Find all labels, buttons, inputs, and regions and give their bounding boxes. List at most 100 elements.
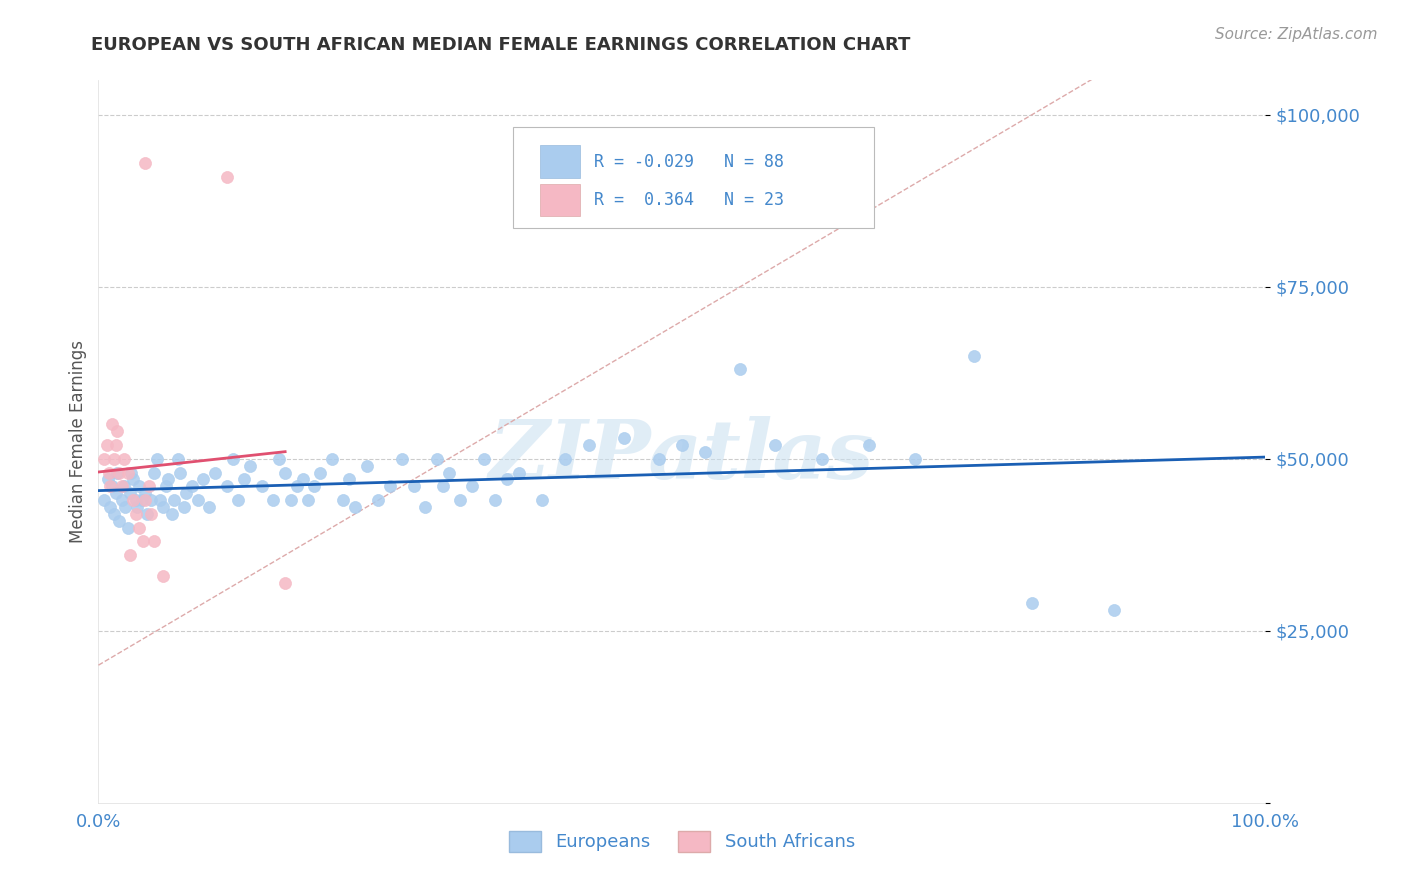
Point [101,417,124,432]
Point [291,472,314,486]
Point [496,472,519,486]
Point [112,451,135,466]
Point [262,493,284,508]
Point [962,349,984,363]
Point [578,438,600,452]
Point [613,431,636,445]
Point [117,520,139,534]
Point [356,458,378,473]
FancyBboxPatch shape [540,184,581,216]
Point [269,451,291,466]
Point [138,479,160,493]
Point [250,479,273,493]
Point [437,466,460,480]
Point [763,438,786,452]
Point [125,500,148,514]
Point [484,493,506,508]
Point [332,493,354,508]
Point [297,493,319,508]
Point [472,451,495,466]
Point [180,479,202,493]
Point [104,486,127,500]
Point [139,493,162,508]
Point [1102,603,1125,617]
Point [96,438,118,452]
Point [193,472,215,486]
Point [426,451,449,466]
Point [122,472,145,486]
Point [239,458,262,473]
Point [97,472,120,486]
Point [166,451,188,466]
Point [198,500,221,514]
Point [93,451,115,466]
Point [904,451,927,466]
Point [98,500,121,514]
Point [105,466,128,480]
Point [111,493,134,508]
Point [321,451,343,466]
Point [215,169,238,184]
Point [98,479,121,493]
Point [105,424,128,438]
Point [285,479,308,493]
Point [508,466,530,480]
Point [104,438,127,452]
Text: ZIPatlas: ZIPatlas [489,416,875,496]
Point [101,479,124,493]
Point [811,451,834,466]
Point [402,479,425,493]
FancyBboxPatch shape [540,145,581,178]
Point [344,500,367,514]
Point [155,479,177,493]
Point [128,520,150,534]
Point [152,500,174,514]
Point [136,507,159,521]
Point [647,451,669,466]
Point [134,156,156,170]
Point [134,486,156,500]
Point [304,479,326,493]
Point [413,500,436,514]
Point [103,507,125,521]
Point [114,500,136,514]
Point [128,479,150,493]
Point [337,472,360,486]
Point [280,493,302,508]
Point [97,466,120,480]
Point [1021,596,1043,610]
Point [118,486,141,500]
Point [122,493,145,508]
Point [143,534,166,549]
Point [204,466,226,480]
Point [111,479,134,493]
Point [530,493,553,508]
Point [173,500,195,514]
Legend: Europeans, South Africans: Europeans, South Africans [502,823,862,859]
Point [103,451,125,466]
Point [139,507,162,521]
Text: EUROPEAN VS SOUTH AFRICAN MEDIAN FEMALE EARNINGS CORRELATION CHART: EUROPEAN VS SOUTH AFRICAN MEDIAN FEMALE … [91,36,911,54]
Point [134,493,156,508]
Point [118,548,141,562]
Text: R =  0.364   N = 23: R = 0.364 N = 23 [595,191,785,209]
FancyBboxPatch shape [513,128,875,228]
Point [152,568,174,582]
Point [367,493,389,508]
Point [125,507,148,521]
Point [228,493,250,508]
Text: Source: ZipAtlas.com: Source: ZipAtlas.com [1215,27,1378,42]
Point [160,507,183,521]
Point [93,493,115,508]
Point [157,472,180,486]
Point [432,479,454,493]
Point [309,466,332,480]
Point [146,451,169,466]
Text: R = -0.029   N = 88: R = -0.029 N = 88 [595,153,785,170]
Point [120,466,142,480]
Point [108,466,131,480]
Point [380,479,402,493]
Point [233,472,256,486]
Point [149,493,172,508]
Point [730,362,752,376]
